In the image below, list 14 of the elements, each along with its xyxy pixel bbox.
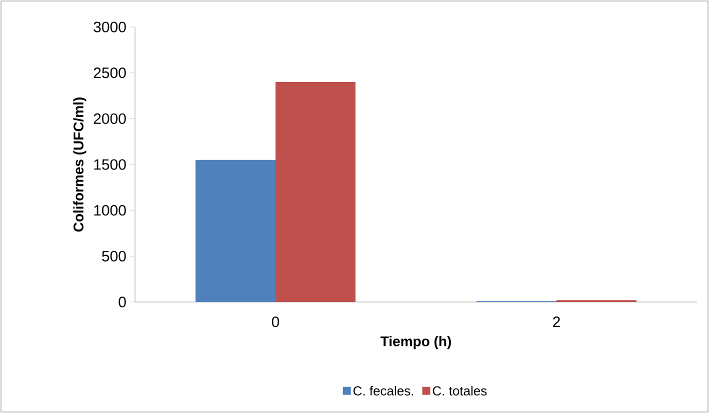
x-axis-title: Tiempo (h) [380, 336, 451, 350]
y-tick-label: 1000 [94, 205, 126, 216]
y-tick-label: 500 [102, 250, 126, 262]
bar [276, 82, 356, 302]
y-tick-label: 2500 [94, 68, 126, 78]
y-axis-title: Coliformes (UFC/ml) [73, 98, 86, 232]
legend-label: C. fecales. [354, 386, 414, 396]
y-tick-label: 3000 [94, 22, 126, 32]
y-tick-label: 1500 [94, 159, 126, 170]
x-tick-label: 2 [553, 316, 560, 328]
y-tick-label: 0 [118, 296, 126, 308]
y-tick-label: 2000 [94, 113, 126, 124]
legend-label: C. totales [432, 386, 487, 396]
bar [196, 160, 276, 302]
